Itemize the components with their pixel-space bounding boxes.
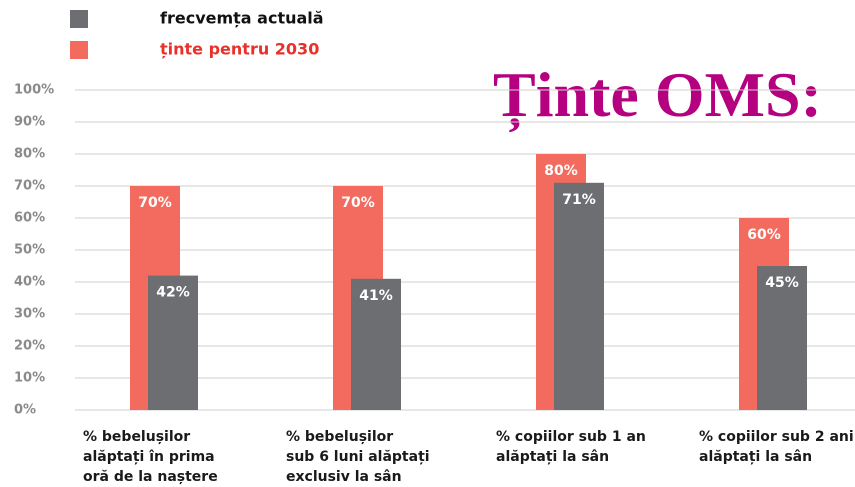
x-tick-label: % bebelușilor sub 6 luni alăptați exclusiv… [286,429,430,485]
x-tick-label: % bebelușilor alăptați în prima oră de la … [83,429,218,485]
y-tick-label: 50% [14,243,45,258]
chart-title: Ținte OMS: [493,59,822,133]
legend-label: ținte pentru 2030 [160,40,319,59]
x-tick-label: % copiilor sub 1 an alăptați la sân [496,429,646,465]
y-tick-label: 20% [14,339,45,354]
bar [351,278,401,410]
value-label: 42% [156,285,190,301]
legend-swatch [70,41,88,59]
y-tick-label: 60% [14,211,45,226]
value-label: 70% [341,195,375,211]
value-label: 70% [138,195,172,211]
bar [757,266,807,410]
bar [554,182,604,410]
value-label: 45% [765,275,799,291]
y-tick-label: 100% [14,83,54,98]
bar [148,275,198,410]
value-label: 71% [562,192,596,208]
y-tick-label: 0% [14,403,36,418]
value-label: 60% [747,227,781,243]
y-tick-label: 30% [14,307,45,322]
value-label: 41% [359,288,393,304]
y-tick-label: 70% [14,179,45,194]
value-label: 80% [544,163,578,179]
y-tick-label: 90% [14,115,45,130]
legend-swatch [70,10,88,28]
y-tick-label: 80% [14,147,45,162]
y-tick-label: 10% [14,371,45,386]
x-tick-label: % copiilor sub 2 ani alăptați la sân [699,429,854,465]
legend-label: frecvemța actuală [160,9,324,28]
y-tick-label: 40% [14,275,45,290]
